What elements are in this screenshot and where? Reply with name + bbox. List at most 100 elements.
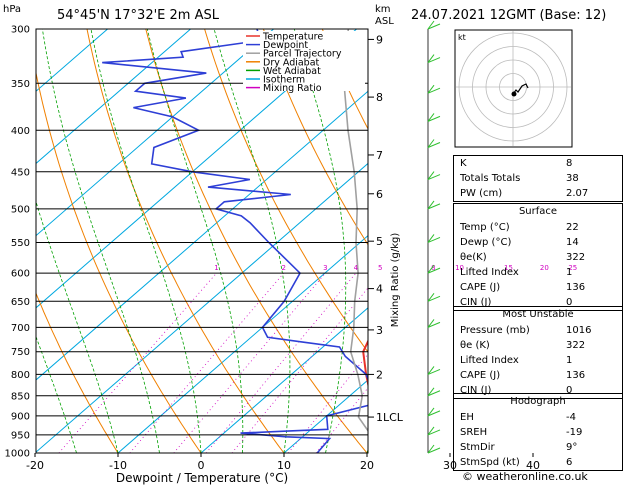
index-row: Totals Totals 38 [460,173,579,184]
surface-table: Surface Temp (°C) 22 Dewp (°C) 14 θe(K) 322… [453,203,623,311]
legend-label: Temperature [262,32,323,43]
mixing-ratio-label: 2 [282,264,286,272]
hodo-storm-marker [511,91,517,97]
index-row: Lifted Index 1 [460,267,573,278]
temp-tick-label: 40 [526,459,540,472]
mixing-ratio-label: 10 [455,264,464,272]
temp-tick-label: -10 [109,459,127,472]
pressure-tick-label: 350 [11,79,30,90]
pressure-tick-label: 500 [11,204,30,215]
mixing-ratio-label: 15 [504,264,513,272]
surface-title: Surface [518,206,558,217]
datetime-title: 24.07.2021 12GMT (Base: 12) [411,8,607,23]
index-row: Pressure (mb) 1016 [460,325,592,336]
index-row: CIN (J) 0 [460,385,573,396]
pressure-tick-label: 650 [11,297,30,308]
index-row: CAPE (J) 136 [460,282,586,293]
mixing-ratio-label: 3 [323,264,327,272]
hodo-kt-label: kt [458,33,466,42]
mixing-ratio-line [315,387,368,453]
km-label: km [375,4,391,15]
dry-adiabat-line [36,291,119,453]
index-row: Lifted Index 1 [460,355,573,366]
asl-label: ASL [375,16,394,27]
wet-adiabat-line [293,29,347,453]
legend-label: Dewpoint [263,40,308,51]
mixing-ratio-line [129,272,285,453]
mixing-ratio-label: 8 [431,264,435,272]
index-row: StmDir 9° [460,442,578,453]
index-row: θe (K) 322 [460,340,586,351]
pressure-tick-label: 600 [11,269,30,280]
index-row: CIN (J) 0 [460,297,573,308]
location-title: 54°45'N 17°32'E 2m ASL [57,8,219,23]
mixing-ratio-axis-label: Mixing Ratio (g/kg) [390,233,401,328]
mixing-ratio-label: 5 [378,264,382,272]
x-axis-label: Dewpoint / Temperature (°C) [116,471,288,485]
wind-barbs [427,20,441,454]
mixing-ratio-line [205,272,357,453]
pressure-tick-label: 700 [11,323,30,334]
legend-label: Isotherm [263,75,305,86]
wet-adiabat-line [36,200,119,453]
temp-tick-label: -20 [26,459,44,472]
isotherm-line [36,90,368,381]
temp-tick-label: 20 [360,459,374,472]
km-tick-label: 8 [376,91,383,104]
km-tick-label: 2 [376,368,383,381]
mixing-ratio-label: 20 [540,264,549,272]
km-tick-label: 1LCL [376,411,404,424]
km-tick-label: 7 [376,149,383,162]
dry-adiabat-line [86,29,285,453]
km-tick-label: 3 [376,324,383,337]
dry-adiabat-line [145,29,368,453]
mixing-ratio-line [287,353,368,453]
legend-label: Wet Adiabat [263,66,321,77]
isotherm-line [36,29,274,237]
km-tick-label: 4 [376,283,383,296]
pressure-tick-label: 550 [11,238,30,249]
hodograph: kt [454,29,573,148]
index-row: Temp (°C) 22 [460,222,579,233]
isotherm-line [200,307,368,453]
mixing-ratio-line [231,287,368,453]
index-row: EH -4 [460,412,576,423]
index-row: StmSpd (kt) 6 [460,457,573,468]
hpa-label: hPa [3,4,22,15]
legend-label: Dry Adiabat [263,57,320,68]
isotherm-line [283,379,368,453]
isotherm-line [36,29,191,165]
index-row: Dewp (°C) 14 [460,237,579,248]
km-tick-label: 6 [376,188,383,201]
mixing-ratio-label: 1 [214,264,218,272]
pressure-tick-label: 750 [11,347,30,358]
isotherm-line [36,29,357,309]
km-tick-label: 5 [376,235,383,248]
dry-adiabat-line [204,29,368,353]
pressure-tick-label: 900 [11,411,30,422]
index-row: θe(K) 322 [460,252,586,263]
pressure-tick-label: 450 [11,167,30,178]
wet-adiabat-line [36,335,77,453]
dry-adiabat-line [36,70,202,453]
hodo-trace [512,83,529,95]
pressure-tick-label: 800 [11,370,30,381]
mixing-ratio-label: 4 [354,264,359,272]
pressure-tick-label: 300 [11,25,30,36]
pressure-tick-label: 850 [11,391,30,402]
legend-label: Parcel Trajectory [263,49,342,60]
temp-tick-label: 10 [277,459,291,472]
hodograph-table: Hodograph EH -4 SREH -19 StmDir 9° StmSpd (… [453,393,623,471]
mixing-ratio-label: 25 [568,264,577,272]
index-row: PW (cm) 2.07 [460,188,589,199]
dry-adiabat-line [262,29,368,246]
unstable-title: Most Unstable [502,309,574,320]
temp-tick-label: 0 [198,459,205,472]
copyright: © weatheronline.co.uk [462,470,588,483]
index-row: SREH -19 [460,427,583,438]
pressure-tick-label: 1000 [5,449,30,460]
hodo-title: Hodograph [510,396,566,407]
